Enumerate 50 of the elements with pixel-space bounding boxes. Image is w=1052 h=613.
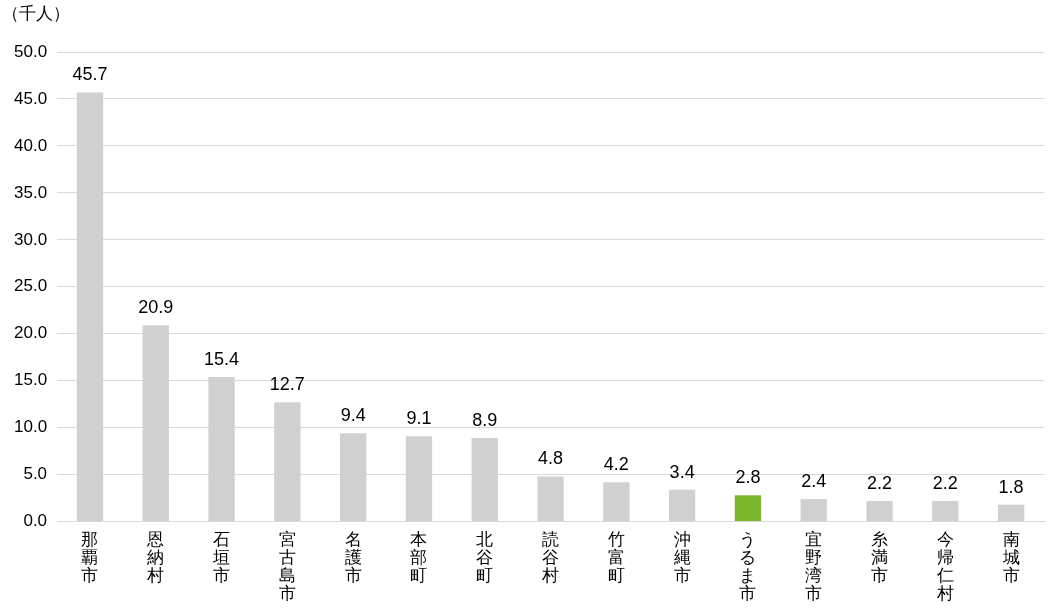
bar	[537, 476, 564, 522]
x-tick-label: うるま市	[739, 530, 757, 603]
bar	[603, 482, 630, 522]
data-label: 8.9	[472, 409, 498, 430]
x-tick-label: 南城市	[1001, 530, 1020, 585]
data-label: 20.9	[138, 297, 174, 318]
x-tick-label: 竹富町	[607, 530, 625, 585]
data-label: 2.2	[932, 472, 958, 493]
data-label: 2.4	[801, 471, 827, 492]
bar	[734, 495, 762, 522]
x-tick-label: 宮古島市	[278, 530, 296, 603]
data-label: 2.2	[867, 472, 893, 493]
y-tick-label: 20.0	[13, 323, 48, 343]
data-label: 12.7	[269, 374, 305, 395]
bar	[866, 500, 893, 522]
x-tick-label: 宜野湾市	[805, 530, 823, 603]
data-label: 9.4	[340, 405, 366, 426]
data-label: 15.4	[204, 348, 240, 369]
data-label: 2.8	[735, 467, 761, 488]
x-tick-label: 本部町	[410, 530, 428, 585]
x-tick-label: 那覇市	[81, 530, 99, 585]
data-label: 4.8	[538, 448, 564, 469]
data-label: 45.7	[72, 64, 108, 85]
y-axis-title: （千人）	[2, 4, 70, 24]
data-label: 1.8	[998, 476, 1024, 497]
y-tick-label: 0.0	[23, 511, 48, 531]
x-tick-label: 石垣市	[212, 530, 231, 585]
data-label: 9.1	[406, 408, 432, 429]
y-tick-label: 5.0	[23, 464, 48, 484]
bar	[800, 499, 827, 522]
x-tick-label: 読谷村	[541, 530, 560, 585]
data-label: 3.4	[669, 461, 695, 482]
bar	[668, 489, 696, 522]
y-tick-label: 25.0	[13, 276, 48, 296]
y-tick-label: 50.0	[13, 41, 48, 61]
x-tick-label: 沖縄市	[672, 530, 691, 585]
y-tick-label: 30.0	[13, 229, 48, 249]
x-tick-label: 恩納村	[146, 530, 165, 585]
x-tick-label: 今帰仁村	[935, 530, 954, 603]
data-label: 4.2	[603, 454, 629, 475]
x-tick-label: 北谷町	[476, 530, 494, 585]
y-tick-label: 35.0	[13, 182, 48, 202]
y-tick-label: 10.0	[13, 417, 48, 437]
bar	[932, 500, 959, 522]
y-tick-label: 40.0	[13, 135, 48, 155]
x-tick-label: 糸満市	[871, 530, 889, 585]
y-tick-label: 45.0	[13, 88, 48, 108]
bar	[997, 504, 1025, 522]
y-tick-label: 15.0	[13, 370, 48, 390]
x-tick-label: 名護市	[344, 530, 362, 585]
